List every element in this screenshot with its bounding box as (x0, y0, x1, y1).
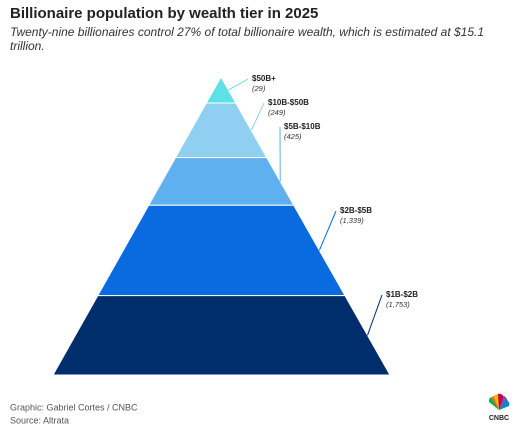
leader-line (319, 211, 336, 250)
value-label: (29) (252, 84, 266, 93)
segment-label: $10B-$50B (268, 98, 309, 107)
pyramid-segment (149, 158, 294, 206)
footer-source: Source: Altrata (10, 415, 69, 425)
segment-label: $2B-$5B (340, 206, 372, 215)
chart-title: Billionaire population by wealth tier in… (10, 5, 318, 22)
pyramid-segment (206, 77, 235, 103)
subtitle-box: Twenty-nine billionaires control 27% of … (10, 25, 510, 61)
footer-credit: Graphic: Gabriel Cortes / CNBC (10, 402, 138, 412)
segment-label: $1B-$2B (386, 290, 418, 299)
pyramid-segment (98, 205, 345, 295)
chart-subtitle: Twenty-nine billionaires control 27% of … (10, 25, 510, 53)
pyramid-segment (176, 103, 267, 158)
segment-label: $5B-$10B (284, 122, 321, 131)
value-label: (1,753) (386, 300, 410, 309)
logo-text: CNBC (489, 415, 509, 422)
value-label: (249) (268, 108, 286, 117)
leader-line (367, 295, 382, 335)
value-label: (425) (284, 132, 302, 141)
leader-line (228, 79, 248, 90)
pyramid-segment (53, 296, 390, 375)
logo-icon (489, 394, 509, 410)
value-label: (1,339) (340, 216, 364, 225)
leader-line (251, 103, 264, 130)
segment-label: $50B+ (252, 74, 276, 83)
